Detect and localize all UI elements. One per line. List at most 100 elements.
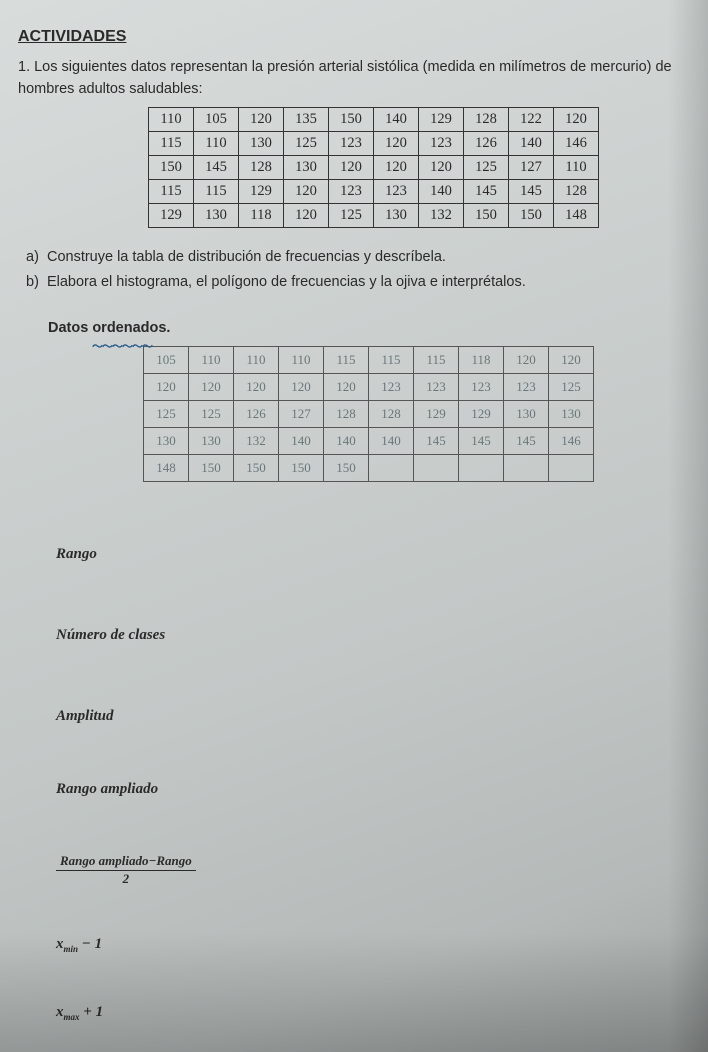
hand-cell: 146 xyxy=(549,428,594,455)
data-cell: 140 xyxy=(509,131,554,155)
data-cell: 128 xyxy=(464,107,509,131)
hand-cell: 128 xyxy=(369,401,414,428)
fraction-formula: Rango ampliado−Rango 2 xyxy=(56,854,698,886)
data-cell: 110 xyxy=(554,155,599,179)
hand-cell: 126 xyxy=(234,401,279,428)
underline-squiggle: ～～～～～～ xyxy=(92,338,152,354)
hand-cell: 110 xyxy=(189,347,234,374)
hand-cell: 120 xyxy=(189,374,234,401)
data-cell: 145 xyxy=(194,155,239,179)
hand-cell: 120 xyxy=(234,374,279,401)
hand-cell: 145 xyxy=(459,428,504,455)
hand-cell: 115 xyxy=(324,347,369,374)
data-cell: 150 xyxy=(509,203,554,227)
hand-cell: 150 xyxy=(189,455,234,482)
hand-cell: 129 xyxy=(414,401,459,428)
hand-cell: 120 xyxy=(144,374,189,401)
hand-cell: 145 xyxy=(504,428,549,455)
data-cell: 125 xyxy=(464,155,509,179)
hand-cell: 150 xyxy=(234,455,279,482)
data-cell: 120 xyxy=(284,179,329,203)
data-cell: 110 xyxy=(149,107,194,131)
data-cell: 150 xyxy=(464,203,509,227)
hand-cell: 130 xyxy=(504,401,549,428)
amplitud-label: Amplitud xyxy=(56,708,698,725)
xmin-formula: xmin − 1 xyxy=(56,936,698,954)
data-cell: 110 xyxy=(194,131,239,155)
hand-cell xyxy=(459,455,504,482)
data-cell: 120 xyxy=(374,155,419,179)
hand-cell: 120 xyxy=(504,347,549,374)
hand-cell xyxy=(549,455,594,482)
hand-cell: 130 xyxy=(549,401,594,428)
hand-cell xyxy=(504,455,549,482)
ordered-data-text: Datos ordenados. xyxy=(48,320,170,336)
hand-cell: 150 xyxy=(324,455,369,482)
hand-cell: 140 xyxy=(369,428,414,455)
ordered-data-table: 1051101101101151151151181201201201201201… xyxy=(143,346,594,482)
data-cell: 127 xyxy=(509,155,554,179)
hand-cell: 140 xyxy=(279,428,324,455)
data-cell: 146 xyxy=(554,131,599,155)
fraction-denominator: 2 xyxy=(56,871,196,886)
hand-cell: 129 xyxy=(459,401,504,428)
hand-cell: 123 xyxy=(369,374,414,401)
data-cell: 120 xyxy=(239,107,284,131)
hand-cell: 130 xyxy=(144,428,189,455)
data-cell: 120 xyxy=(554,107,599,131)
hand-cell: 110 xyxy=(279,347,324,374)
data-cell: 140 xyxy=(419,179,464,203)
data-cell: 130 xyxy=(239,131,284,155)
data-cell: 125 xyxy=(329,203,374,227)
problem-line-1: 1. Los siguientes datos representan la p… xyxy=(18,59,672,75)
hand-cell: 123 xyxy=(414,374,459,401)
problem-line-2: hombres adultos saludables: xyxy=(18,81,203,97)
data-cell: 135 xyxy=(284,107,329,131)
data-cell: 148 xyxy=(554,203,599,227)
data-cell: 150 xyxy=(329,107,374,131)
hand-cell: 148 xyxy=(144,455,189,482)
hand-cell: 145 xyxy=(414,428,459,455)
hand-cell: 120 xyxy=(549,347,594,374)
data-cell: 126 xyxy=(464,131,509,155)
data-cell: 120 xyxy=(284,203,329,227)
num-clases-label: Número de clases xyxy=(56,627,698,644)
data-cell: 123 xyxy=(329,131,374,155)
data-cell: 115 xyxy=(149,179,194,203)
data-cell: 129 xyxy=(149,203,194,227)
hand-cell: 120 xyxy=(279,374,324,401)
data-cell: 125 xyxy=(284,131,329,155)
data-cell: 122 xyxy=(509,107,554,131)
hand-cell: 125 xyxy=(549,374,594,401)
data-cell: 130 xyxy=(194,203,239,227)
sub-a-label: a) xyxy=(26,249,39,265)
data-cell: 130 xyxy=(284,155,329,179)
hand-cell: 140 xyxy=(324,428,369,455)
hand-cell xyxy=(369,455,414,482)
data-cell: 140 xyxy=(374,107,419,131)
data-cell: 120 xyxy=(374,131,419,155)
hand-cell: 128 xyxy=(324,401,369,428)
hand-cell: 127 xyxy=(279,401,324,428)
sub-items: a) Construye la tabla de distribución de… xyxy=(26,246,698,294)
hand-cell: 120 xyxy=(324,374,369,401)
hand-cell: 115 xyxy=(369,347,414,374)
data-cell: 120 xyxy=(329,155,374,179)
data-cell: 105 xyxy=(194,107,239,131)
data-cell: 132 xyxy=(419,203,464,227)
hand-cell: 110 xyxy=(234,347,279,374)
fraction-numerator: Rango ampliado−Rango xyxy=(56,854,196,870)
data-cell: 118 xyxy=(239,203,284,227)
data-cell: 115 xyxy=(149,131,194,155)
data-cell: 145 xyxy=(509,179,554,203)
sub-b-label: b) xyxy=(26,274,39,290)
data-cell: 129 xyxy=(419,107,464,131)
data-cell: 128 xyxy=(239,155,284,179)
data-cell: 128 xyxy=(554,179,599,203)
hand-cell: 132 xyxy=(234,428,279,455)
data-cell: 130 xyxy=(374,203,419,227)
hand-cell xyxy=(414,455,459,482)
rango-ampliado-label: Rango ampliado xyxy=(56,781,698,798)
hand-cell: 115 xyxy=(414,347,459,374)
data-cell: 123 xyxy=(419,131,464,155)
